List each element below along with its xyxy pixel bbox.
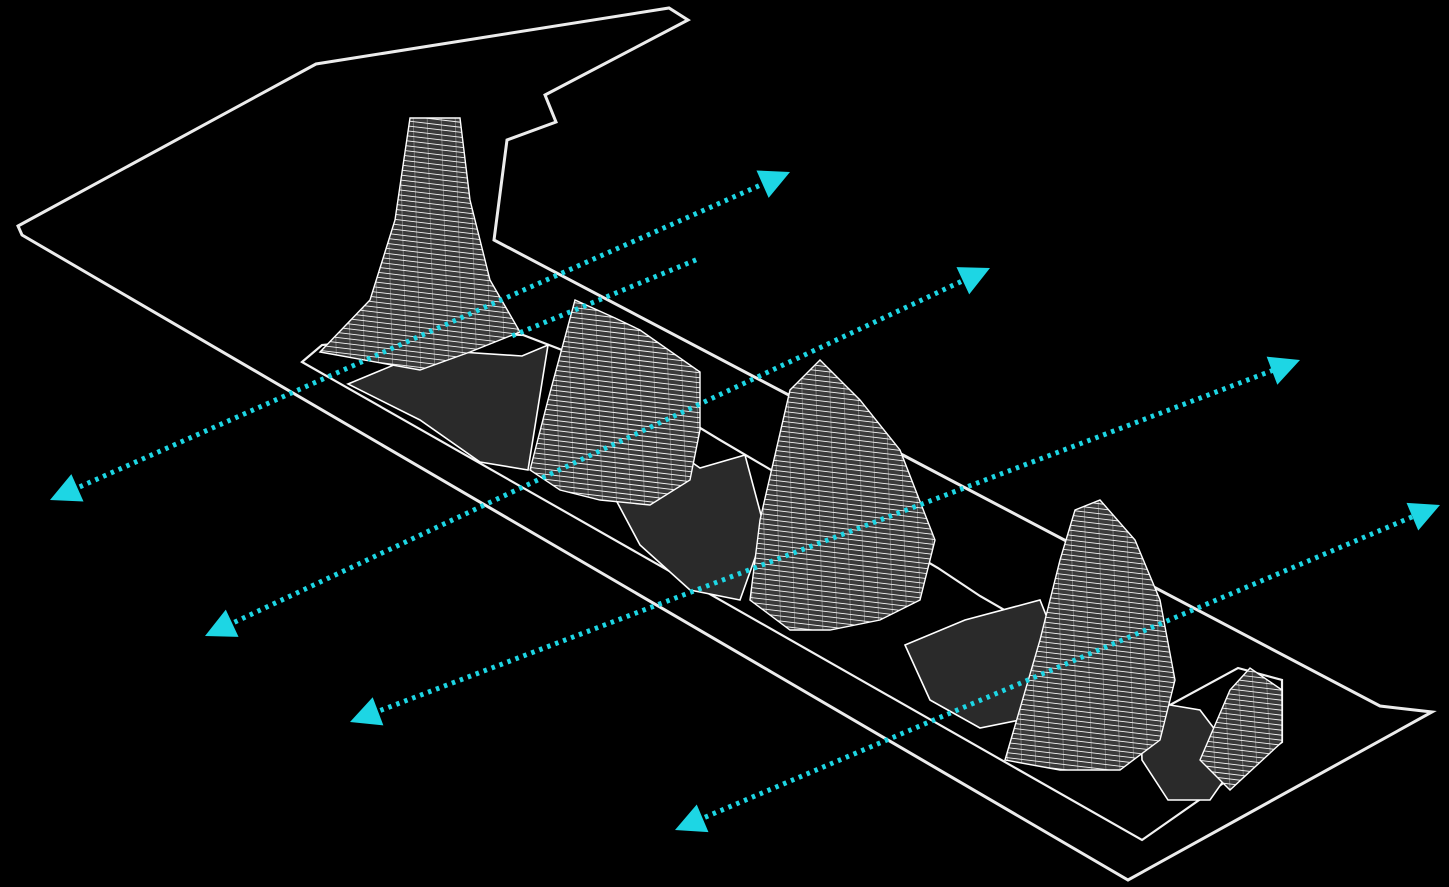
contour-line	[985, 460, 1195, 485]
contour-line	[1110, 500, 1122, 770]
contour-line	[300, 78, 540, 107]
contour-line	[750, 514, 935, 543]
contour-line	[1005, 500, 1175, 501]
contour-line	[530, 300, 700, 311]
contour-line	[530, 434, 700, 461]
contour-line	[1005, 754, 1175, 770]
contour-line	[750, 544, 935, 573]
contour-line	[750, 569, 935, 598]
contour-line	[1180, 813, 1302, 828]
contour-line	[1005, 749, 1175, 770]
contour-line	[1180, 628, 1302, 643]
contour-line	[750, 564, 935, 593]
contour-line	[1180, 818, 1302, 833]
contour-line	[750, 504, 935, 533]
contour-line	[750, 574, 935, 603]
contour-line	[750, 360, 935, 378]
contour-line	[750, 360, 935, 363]
contour-line	[425, 118, 437, 370]
contour-line	[750, 489, 935, 518]
contour-line	[1005, 714, 1175, 741]
contour-line	[750, 534, 935, 563]
contour-line	[750, 360, 935, 383]
contour-line	[1180, 803, 1302, 818]
contour-line	[985, 470, 1195, 495]
contour-line	[750, 509, 935, 538]
contour-line	[1292, 628, 1302, 830]
contour-line	[750, 484, 935, 513]
contour-line	[530, 424, 700, 451]
contour-line	[1005, 704, 1175, 731]
contour-line	[730, 320, 955, 347]
contour-line	[750, 559, 935, 588]
tower-3	[749, 359, 936, 631]
contour-line	[750, 360, 935, 373]
flow-arrow-1-head-start	[50, 474, 84, 502]
contour-line	[1096, 500, 1108, 770]
contour-line	[530, 439, 700, 466]
flow-arrow-2-line	[225, 275, 970, 629]
flow-arrow-4-head-end	[1406, 502, 1440, 531]
contour-line	[1263, 668, 1275, 790]
contour-line	[1221, 668, 1233, 790]
flow-arrow-4-line	[696, 512, 1419, 823]
contour-line	[730, 330, 955, 357]
contour-line	[411, 118, 423, 370]
contour-line	[1180, 633, 1302, 648]
contour-line	[730, 325, 955, 352]
contour-line	[1180, 808, 1302, 823]
contour-line	[827, 360, 839, 630]
flow-arrow-2-head-start	[205, 609, 239, 637]
site-boundary	[16, 6, 1437, 882]
tower-1	[318, 117, 522, 371]
contour-line	[750, 499, 935, 528]
contour-line	[750, 360, 935, 368]
contour-line	[813, 360, 825, 630]
contour-line	[750, 529, 935, 558]
contour-line	[750, 554, 935, 583]
contour-line	[750, 549, 935, 578]
contour-line	[439, 118, 451, 370]
contour-line	[750, 524, 935, 553]
contour-line	[530, 454, 700, 481]
flow-arrow-3-head-start	[350, 697, 384, 726]
contour-line	[1249, 668, 1261, 790]
contour-line	[300, 88, 540, 117]
flow-arrows	[50, 170, 1440, 833]
flow-arrow-1-head-end	[756, 170, 790, 198]
contour-line	[530, 459, 700, 486]
contour-line	[750, 539, 935, 568]
contour-line	[510, 265, 720, 290]
plaza-ground-fills	[346, 343, 1239, 801]
contour-line	[750, 494, 935, 523]
contour-line	[530, 300, 700, 301]
contour-line	[1082, 500, 1094, 770]
contour-line	[300, 83, 540, 112]
contour-line	[1235, 668, 1247, 790]
contour-line	[530, 414, 700, 441]
flow-arrow-2-head-end	[956, 267, 990, 295]
contour-line	[530, 444, 700, 471]
contour-line	[453, 118, 465, 370]
contour-line	[1005, 500, 1175, 506]
contour-line	[1180, 638, 1302, 653]
contour-line	[530, 409, 700, 436]
flow-arrow-3-head-end	[1266, 356, 1300, 385]
contour-line	[530, 449, 700, 476]
contour-line	[1005, 709, 1175, 736]
contour-line	[320, 347, 520, 370]
contour-line	[1180, 823, 1302, 838]
contour-line	[530, 429, 700, 456]
flow-arrow-4-head-start	[675, 804, 709, 833]
contour-line	[530, 300, 700, 321]
contour-line	[530, 419, 700, 446]
contour-line	[799, 360, 811, 630]
